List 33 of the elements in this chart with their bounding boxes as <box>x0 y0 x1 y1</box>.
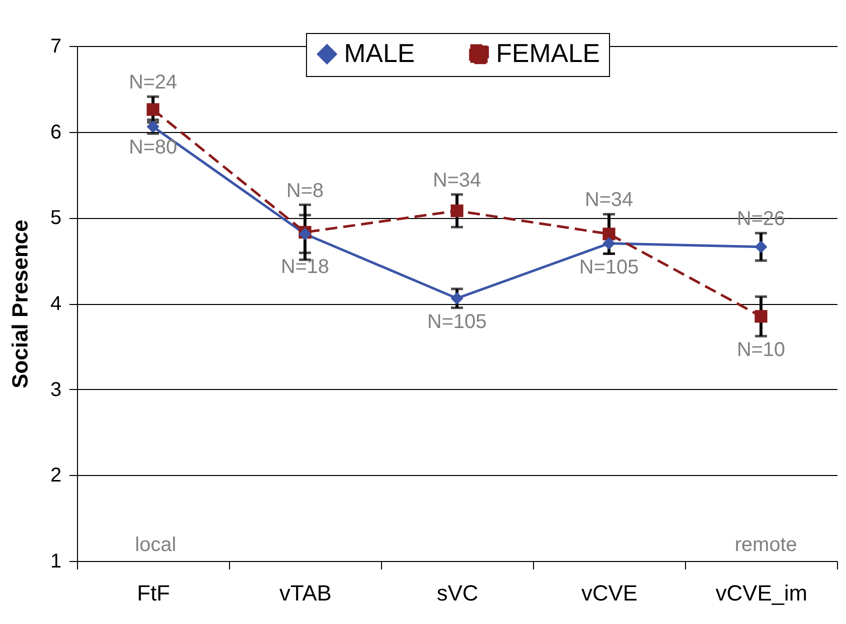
x-tick-label: sVC <box>436 580 478 606</box>
annotation: N=8 <box>286 180 324 202</box>
annotation: N=10 <box>736 339 786 362</box>
annotation: N=24 <box>128 72 178 94</box>
y-tick-label: 3 <box>50 378 62 401</box>
legend-label: FEMALE <box>496 38 600 68</box>
annotation: N=105 <box>427 310 487 333</box>
legend-label: MALE <box>344 38 415 68</box>
annotation: local <box>135 534 176 556</box>
y-axis-title: Social Presence <box>7 220 32 388</box>
y-tick-label: 2 <box>50 464 62 487</box>
annotation: N=34 <box>432 169 482 192</box>
y-tick-label: 6 <box>50 121 62 144</box>
point <box>450 292 464 305</box>
point <box>754 240 768 254</box>
annotation: N=80 <box>128 136 178 159</box>
x-tick-label: vCVE_im <box>716 580 808 606</box>
x-tick-label: vTAB <box>279 580 332 606</box>
annotation: remote <box>734 534 797 556</box>
y-tick-label: 4 <box>50 293 62 315</box>
x-tick-label: vCVE <box>581 580 638 606</box>
y-tick-label: 5 <box>50 207 62 230</box>
x-tick-label: FtF <box>137 580 170 606</box>
point <box>754 310 768 323</box>
point <box>602 237 616 250</box>
annotation: N=34 <box>584 189 634 212</box>
point <box>450 204 464 218</box>
y-tick-label: 1 <box>50 550 62 572</box>
point <box>602 228 616 240</box>
point <box>146 103 160 116</box>
y-tick-label: 7 <box>50 36 62 58</box>
annotation: N=18 <box>280 256 330 278</box>
annotation: N=105 <box>579 256 639 279</box>
